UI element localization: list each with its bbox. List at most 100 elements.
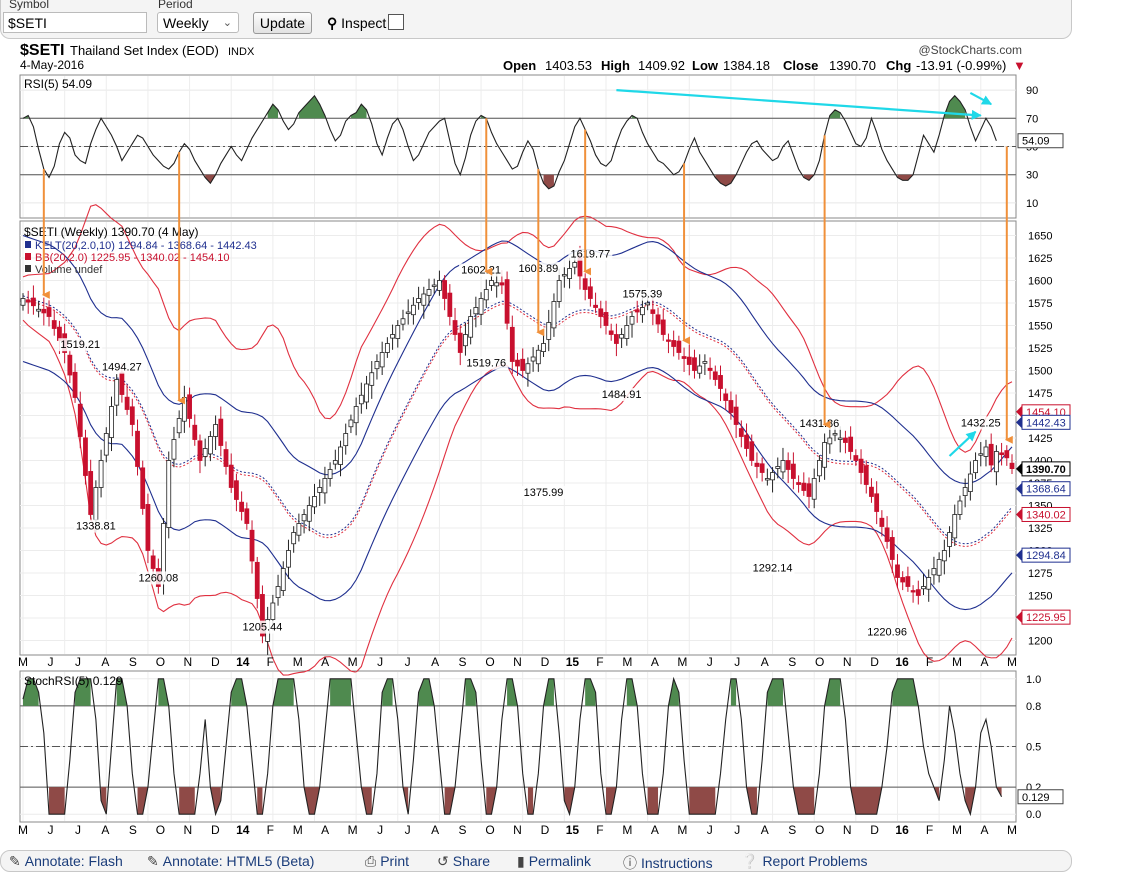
- instructions-link[interactable]: ⓘ Instructions: [623, 853, 713, 873]
- candle-body: [463, 334, 468, 347]
- candle-body: [254, 561, 260, 599]
- candle-body: [561, 274, 567, 277]
- candle-body: [936, 559, 942, 576]
- price-label-bg: [750, 561, 795, 575]
- stoch-x-label: N: [513, 823, 522, 837]
- candle-body: [702, 361, 708, 364]
- candle-body: [25, 299, 31, 303]
- legend-swatch: [25, 253, 31, 260]
- candle-body: [374, 361, 380, 370]
- share-link[interactable]: ↺ Share: [437, 853, 490, 870]
- stoch-lower-fill: [49, 787, 65, 815]
- candle-body: [369, 372, 375, 386]
- candle-body: [312, 496, 317, 508]
- candle-body: [150, 555, 156, 569]
- price-x-label: N: [513, 655, 522, 669]
- axis-value-label: 1368.64: [1026, 484, 1066, 496]
- help-icon: ❔: [741, 853, 759, 869]
- period-label: Period: [158, 0, 193, 11]
- axis-pointer: [1016, 416, 1022, 429]
- candle-body: [145, 504, 151, 551]
- candle-body: [947, 532, 952, 547]
- price-label-bg: [136, 571, 181, 585]
- candle-body: [93, 487, 99, 521]
- stoch-upper-fill: [75, 678, 91, 706]
- candle-body: [957, 500, 963, 515]
- candle-body: [614, 334, 619, 344]
- legend-entry: KELT(20,2.0,10) 1294.84 - 1368.64 - 1442…: [35, 240, 257, 252]
- axis-value-label: 1225.95: [1026, 612, 1066, 624]
- candle-body: [723, 393, 729, 401]
- candle-body: [275, 586, 281, 598]
- symbol-input[interactable]: $SETI: [3, 12, 147, 33]
- candle-body: [973, 460, 978, 474]
- candle-body: [837, 437, 843, 440]
- annotate-flash-link[interactable]: ✎ Annotate: Flash: [9, 853, 123, 870]
- ohlc-readout: Open 1403.53 High 1409.92 Low 1384.18 Cl…: [503, 58, 1026, 73]
- candle-body: [572, 262, 578, 268]
- candle-body: [379, 352, 385, 368]
- candle-body: [915, 589, 921, 596]
- candle-body: [697, 365, 703, 374]
- axis-pointer: [1016, 462, 1022, 475]
- price-x-label: N: [183, 655, 192, 669]
- candle-body: [468, 316, 474, 338]
- candle-body: [213, 424, 218, 437]
- permalink-link[interactable]: ▮ Permalink: [517, 853, 591, 870]
- price-point-label: 1220.96: [867, 627, 907, 639]
- candle-body: [608, 330, 614, 335]
- candle-body: [171, 439, 177, 460]
- candle-body: [806, 483, 812, 497]
- price-x-label: F: [926, 655, 933, 669]
- candle-body: [1009, 462, 1015, 470]
- price-x-label: M: [677, 655, 687, 669]
- brand-logo: @StockCharts.com: [918, 43, 1022, 57]
- price-x-label: J: [707, 655, 713, 669]
- candle-body: [832, 433, 838, 436]
- candle-body: [993, 451, 999, 473]
- inspect-checkbox[interactable]: [388, 14, 405, 30]
- candle-body: [822, 442, 828, 468]
- axis-value-label: 1340.02: [1026, 509, 1066, 521]
- price-point-label: 1260.08: [138, 572, 178, 584]
- search-icon: ⚲: [327, 15, 338, 31]
- candle-body: [124, 396, 130, 410]
- close-value: 1390.70: [829, 58, 876, 73]
- candle-body: [207, 436, 213, 455]
- update-button[interactable]: Update: [253, 12, 312, 34]
- print-link[interactable]: ⎙ Print: [365, 853, 409, 870]
- legend-swatch: [25, 265, 31, 272]
- candle-body: [77, 403, 83, 437]
- price-x-label: O: [156, 655, 165, 669]
- kelt-mid-line: [22, 295, 1013, 545]
- report-problems-link[interactable]: ❔ Report Problems: [741, 853, 867, 870]
- price-x-label: M: [293, 655, 303, 669]
- stoch-upper-fill: [116, 678, 128, 706]
- candle-body: [567, 268, 572, 279]
- candle-body: [31, 297, 36, 307]
- candle-body: [801, 482, 807, 491]
- inspect-toggle[interactable]: ⚲ Inspect: [327, 14, 405, 32]
- close-label: Close: [783, 58, 818, 73]
- price-point-label: 1484.91: [602, 389, 642, 401]
- candle-body: [452, 320, 458, 335]
- price-x-label: M: [1007, 655, 1017, 669]
- candle-body: [353, 406, 359, 424]
- rsi-trendline-arrow: [616, 89, 982, 120]
- price-label-bg: [58, 338, 103, 352]
- candle-body: [884, 527, 890, 542]
- stoch-upper-fill: [543, 678, 554, 706]
- stoch-x-label: A: [651, 823, 659, 837]
- chart-exchange: INDX: [228, 46, 255, 58]
- annotate-html5-link[interactable]: ✎ Annotate: HTML5 (Beta): [147, 853, 314, 870]
- candle-body: [426, 289, 432, 296]
- annotate-html5-label: Annotate: HTML5 (Beta): [162, 853, 315, 869]
- period-select[interactable]: Weekly ⌄: [157, 12, 239, 33]
- rsi-tick-label: 90: [1026, 85, 1038, 97]
- stock-chart: $SETI Thailand Set Index (EOD) INDX 4-Ma…: [18, 42, 1071, 837]
- rsi-overbought-fill: [350, 104, 367, 119]
- price-label-bg: [99, 360, 144, 374]
- candle-body: [645, 302, 651, 306]
- price-tick-label: 1625: [1028, 253, 1052, 265]
